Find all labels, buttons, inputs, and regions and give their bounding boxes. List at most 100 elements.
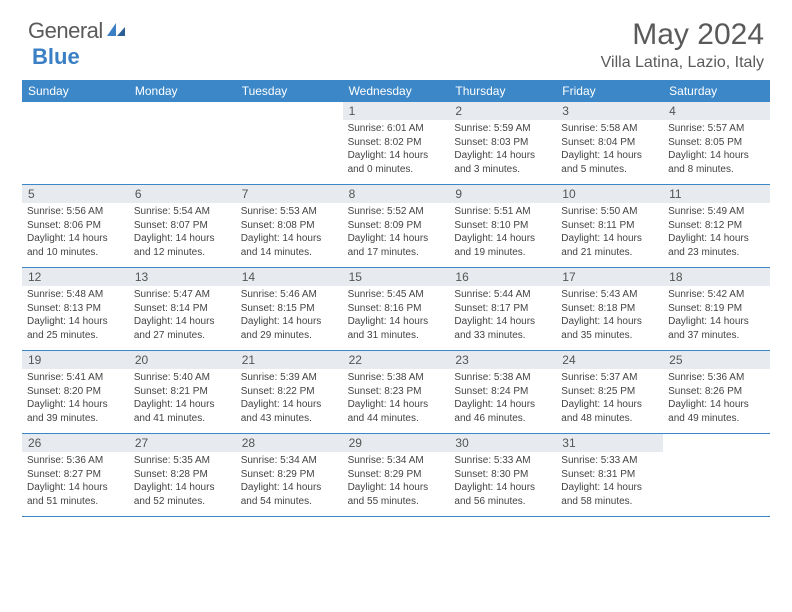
daylight-line: Daylight: 14 hours and 46 minutes. bbox=[454, 398, 551, 425]
daylight-line: Daylight: 14 hours and 51 minutes. bbox=[27, 481, 124, 508]
day-number: 31 bbox=[556, 434, 663, 452]
calendar-day: 11Sunrise: 5:49 AMSunset: 8:12 PMDayligh… bbox=[663, 185, 770, 267]
day-number: 2 bbox=[449, 102, 556, 120]
day-details: Sunrise: 5:42 AMSunset: 8:19 PMDaylight:… bbox=[663, 288, 770, 346]
sunrise-line: Sunrise: 5:34 AM bbox=[348, 454, 445, 468]
calendar-day: 15Sunrise: 5:45 AMSunset: 8:16 PMDayligh… bbox=[343, 268, 450, 350]
day-number: 12 bbox=[22, 268, 129, 286]
day-details: Sunrise: 5:50 AMSunset: 8:11 PMDaylight:… bbox=[556, 205, 663, 263]
sunset-line: Sunset: 8:17 PM bbox=[454, 302, 551, 316]
day-details: Sunrise: 5:38 AMSunset: 8:24 PMDaylight:… bbox=[449, 371, 556, 429]
day-number: 18 bbox=[663, 268, 770, 286]
calendar-day: 26 Sunrise: 5:36 AMSunset: 8:27 PMDayligh… bbox=[22, 434, 129, 516]
sunset-line: Sunset: 8:07 PM bbox=[134, 219, 231, 233]
sunset-line: Sunset: 8:08 PM bbox=[241, 219, 338, 233]
daylight-line: Daylight: 14 hours and 44 minutes. bbox=[348, 398, 445, 425]
daylight-line: Daylight: 14 hours and 0 minutes. bbox=[348, 149, 445, 176]
day-number: 26 bbox=[22, 434, 129, 452]
day-details: Sunrise: 5:36 AMSunset: 8:27 PMDaylight:… bbox=[22, 454, 129, 512]
sunrise-line: Sunrise: 6:01 AM bbox=[348, 122, 445, 136]
daylight-line: Daylight: 14 hours and 25 minutes. bbox=[27, 315, 124, 342]
calendar-day bbox=[663, 434, 770, 516]
day-number: 6 bbox=[129, 185, 236, 203]
day-number bbox=[22, 102, 129, 120]
day-details: Sunrise: 5:35 AMSunset: 8:28 PMDaylight:… bbox=[129, 454, 236, 512]
calendar-day: 19Sunrise: 5:41 AMSunset: 8:20 PMDayligh… bbox=[22, 351, 129, 433]
daylight-line: Daylight: 14 hours and 8 minutes. bbox=[668, 149, 765, 176]
sail-icon bbox=[105, 21, 127, 42]
daylight-line: Daylight: 14 hours and 49 minutes. bbox=[668, 398, 765, 425]
calendar-day: 20Sunrise: 5:40 AMSunset: 8:21 PMDayligh… bbox=[129, 351, 236, 433]
daylight-line: Daylight: 14 hours and 19 minutes. bbox=[454, 232, 551, 259]
daylight-line: Daylight: 14 hours and 35 minutes. bbox=[561, 315, 658, 342]
daylight-line: Daylight: 14 hours and 37 minutes. bbox=[668, 315, 765, 342]
daylight-line: Daylight: 14 hours and 14 minutes. bbox=[241, 232, 338, 259]
calendar-week: 19Sunrise: 5:41 AMSunset: 8:20 PMDayligh… bbox=[22, 351, 770, 434]
day-details: Sunrise: 5:57 AMSunset: 8:05 PMDaylight:… bbox=[663, 122, 770, 180]
logo: General bbox=[28, 18, 129, 44]
weekday-header: Friday bbox=[556, 80, 663, 102]
calendar-day: 29Sunrise: 5:34 AMSunset: 8:29 PMDayligh… bbox=[343, 434, 450, 516]
weekday-header: Tuesday bbox=[236, 80, 343, 102]
sunset-line: Sunset: 8:02 PM bbox=[348, 136, 445, 150]
day-number: 20 bbox=[129, 351, 236, 369]
day-details: Sunrise: 5:59 AMSunset: 8:03 PMDaylight:… bbox=[449, 122, 556, 180]
sunrise-line: Sunrise: 5:59 AM bbox=[454, 122, 551, 136]
sunrise-line: Sunrise: 5:33 AM bbox=[561, 454, 658, 468]
sunrise-line: Sunrise: 5:53 AM bbox=[241, 205, 338, 219]
weekday-header: Wednesday bbox=[343, 80, 450, 102]
daylight-line: Daylight: 14 hours and 21 minutes. bbox=[561, 232, 658, 259]
sunrise-line: Sunrise: 5:48 AM bbox=[27, 288, 124, 302]
daylight-line: Daylight: 14 hours and 43 minutes. bbox=[241, 398, 338, 425]
calendar-day: 9Sunrise: 5:51 AMSunset: 8:10 PMDaylight… bbox=[449, 185, 556, 267]
day-number bbox=[663, 434, 770, 452]
day-number: 5 bbox=[22, 185, 129, 203]
day-details: Sunrise: 5:37 AMSunset: 8:25 PMDaylight:… bbox=[556, 371, 663, 429]
calendar-day bbox=[22, 102, 129, 184]
calendar-day: 14Sunrise: 5:46 AMSunset: 8:15 PMDayligh… bbox=[236, 268, 343, 350]
sunrise-line: Sunrise: 5:33 AM bbox=[454, 454, 551, 468]
calendar-day: 6Sunrise: 5:54 AMSunset: 8:07 PMDaylight… bbox=[129, 185, 236, 267]
sunset-line: Sunset: 8:18 PM bbox=[561, 302, 658, 316]
day-number: 8 bbox=[343, 185, 450, 203]
calendar-day: 13Sunrise: 5:47 AMSunset: 8:14 PMDayligh… bbox=[129, 268, 236, 350]
daylight-line: Daylight: 14 hours and 12 minutes. bbox=[134, 232, 231, 259]
day-number: 30 bbox=[449, 434, 556, 452]
sunrise-line: Sunrise: 5:35 AM bbox=[134, 454, 231, 468]
sunset-line: Sunset: 8:25 PM bbox=[561, 385, 658, 399]
daylight-line: Daylight: 14 hours and 23 minutes. bbox=[668, 232, 765, 259]
calendar-week: 26 Sunrise: 5:36 AMSunset: 8:27 PMDayligh… bbox=[22, 434, 770, 517]
sunset-line: Sunset: 8:28 PM bbox=[134, 468, 231, 482]
day-details: Sunrise: 5:44 AMSunset: 8:17 PMDaylight:… bbox=[449, 288, 556, 346]
sunset-line: Sunset: 8:04 PM bbox=[561, 136, 658, 150]
calendar-day: 28Sunrise: 5:34 AMSunset: 8:29 PMDayligh… bbox=[236, 434, 343, 516]
weekday-header: Saturday bbox=[663, 80, 770, 102]
day-number: 28 bbox=[236, 434, 343, 452]
sunset-line: Sunset: 8:31 PM bbox=[561, 468, 658, 482]
sunset-line: Sunset: 8:11 PM bbox=[561, 219, 658, 233]
daylight-line: Daylight: 14 hours and 10 minutes. bbox=[27, 232, 124, 259]
calendar-day: 4Sunrise: 5:57 AMSunset: 8:05 PMDaylight… bbox=[663, 102, 770, 184]
header: General May 2024 Villa Latina, Lazio, It… bbox=[0, 0, 792, 80]
day-details: Sunrise: 5:39 AMSunset: 8:22 PMDaylight:… bbox=[236, 371, 343, 429]
sunset-line: Sunset: 8:20 PM bbox=[27, 385, 124, 399]
day-details: Sunrise: 5:58 AMSunset: 8:04 PMDaylight:… bbox=[556, 122, 663, 180]
sunrise-line: Sunrise: 5:58 AM bbox=[561, 122, 658, 136]
sunset-line: Sunset: 8:22 PM bbox=[241, 385, 338, 399]
calendar-day bbox=[129, 102, 236, 184]
calendar-day: 27Sunrise: 5:35 AMSunset: 8:28 PMDayligh… bbox=[129, 434, 236, 516]
day-details: Sunrise: 5:36 AMSunset: 8:26 PMDaylight:… bbox=[663, 371, 770, 429]
sunrise-line: Sunrise: 5:36 AM bbox=[668, 371, 765, 385]
calendar-week: 5 Sunrise: 5:56 AMSunset: 8:06 PMDaylight… bbox=[22, 185, 770, 268]
day-details: Sunrise: 5:56 AMSunset: 8:06 PMDaylight:… bbox=[22, 205, 129, 263]
sunrise-line: Sunrise: 5:51 AM bbox=[454, 205, 551, 219]
day-number: 25 bbox=[663, 351, 770, 369]
day-number: 10 bbox=[556, 185, 663, 203]
calendar-week: 12Sunrise: 5:48 AMSunset: 8:13 PMDayligh… bbox=[22, 268, 770, 351]
sunset-line: Sunset: 8:26 PM bbox=[668, 385, 765, 399]
sunrise-line: Sunrise: 5:34 AM bbox=[241, 454, 338, 468]
sunrise-line: Sunrise: 5:43 AM bbox=[561, 288, 658, 302]
calendar-day: 12Sunrise: 5:48 AMSunset: 8:13 PMDayligh… bbox=[22, 268, 129, 350]
calendar: SundayMondayTuesdayWednesdayThursdayFrid… bbox=[0, 80, 792, 517]
day-details: Sunrise: 5:34 AMSunset: 8:29 PMDaylight:… bbox=[343, 454, 450, 512]
